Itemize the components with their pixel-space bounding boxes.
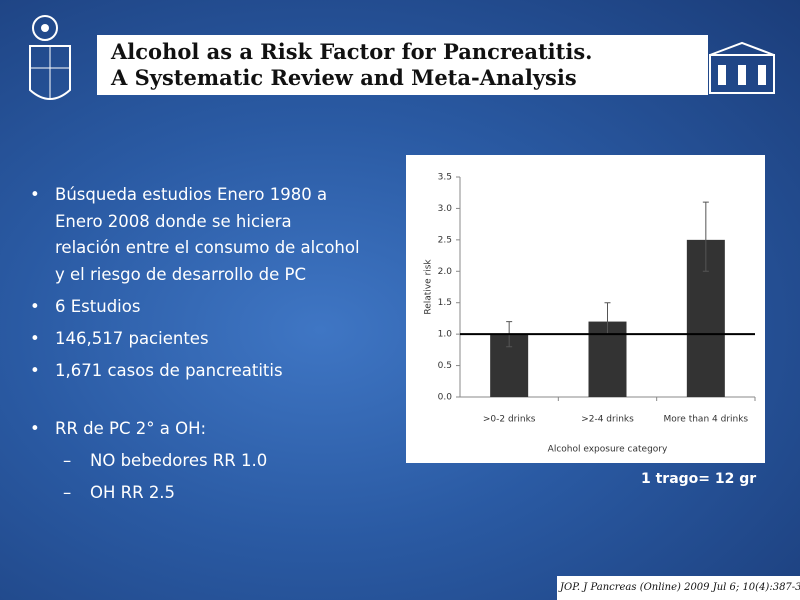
chart-box: 0.0 0.5 1.0 1.5 2.0 2.5 3.0 3.5 Relative risk Alc…: [406, 155, 765, 463]
title: A Systematic Review and Meta-Analysis: [111, 65, 577, 90]
y-tick-label: 2.0: [438, 267, 453, 277]
y-tick-label: 2.5: [438, 235, 452, 245]
note: 1 trago= 12 gr: [641, 471, 757, 487]
bullet: 6 Estudios: [30, 294, 360, 321]
citation: JOP. J Pancreas (Online) 2009 Jul 6; 10(…: [557, 576, 800, 600]
x-axis-label: Alcohol exposure category: [548, 445, 668, 455]
x-tick-label: >2-4 drinks: [581, 415, 634, 425]
title: Alcohol as a Risk Factor for Pancreatiti…: [111, 39, 593, 64]
bullet: RR de PC 2° a OH:: [30, 416, 360, 443]
logo: [29, 15, 71, 100]
y-tick-label: 1.0: [438, 330, 453, 340]
title-box: Alcohol as a Risk Factor for Pancreatiti…: [97, 35, 708, 95]
y-tick-label: 1.5: [438, 298, 452, 308]
y-tick-label: 0.5: [438, 361, 452, 371]
building-icon: [709, 41, 775, 94]
x-tick-label: >0-2 drinks: [483, 415, 536, 425]
bullet: 1,671 casos de pancreatitis: [30, 358, 360, 385]
y-tick-label: 3.0: [438, 204, 453, 214]
sub-bullet: OH RR 2.5: [30, 480, 360, 507]
x-tick-label: More than 4 drinks: [664, 415, 749, 425]
bullet-list: Búsqueda estudios Enero 1980 a Enero 200…: [30, 182, 360, 512]
sub-bullet: NO bebedores RR 1.0: [30, 448, 360, 475]
error-bar: [702, 201, 709, 272]
bullet: Búsqueda estudios Enero 1980 a Enero 200…: [30, 182, 360, 288]
chart: 0.0 0.5 1.0 1.5 2.0 2.5 3.0 3.5 Relative risk Alc…: [424, 173, 756, 455]
y-tick-label: 0.0: [438, 393, 453, 403]
y-axis-label: Relative risk: [424, 259, 434, 315]
y-tick-label: 3.5: [438, 173, 452, 183]
bullet: 146,517 pacientes: [30, 326, 360, 353]
